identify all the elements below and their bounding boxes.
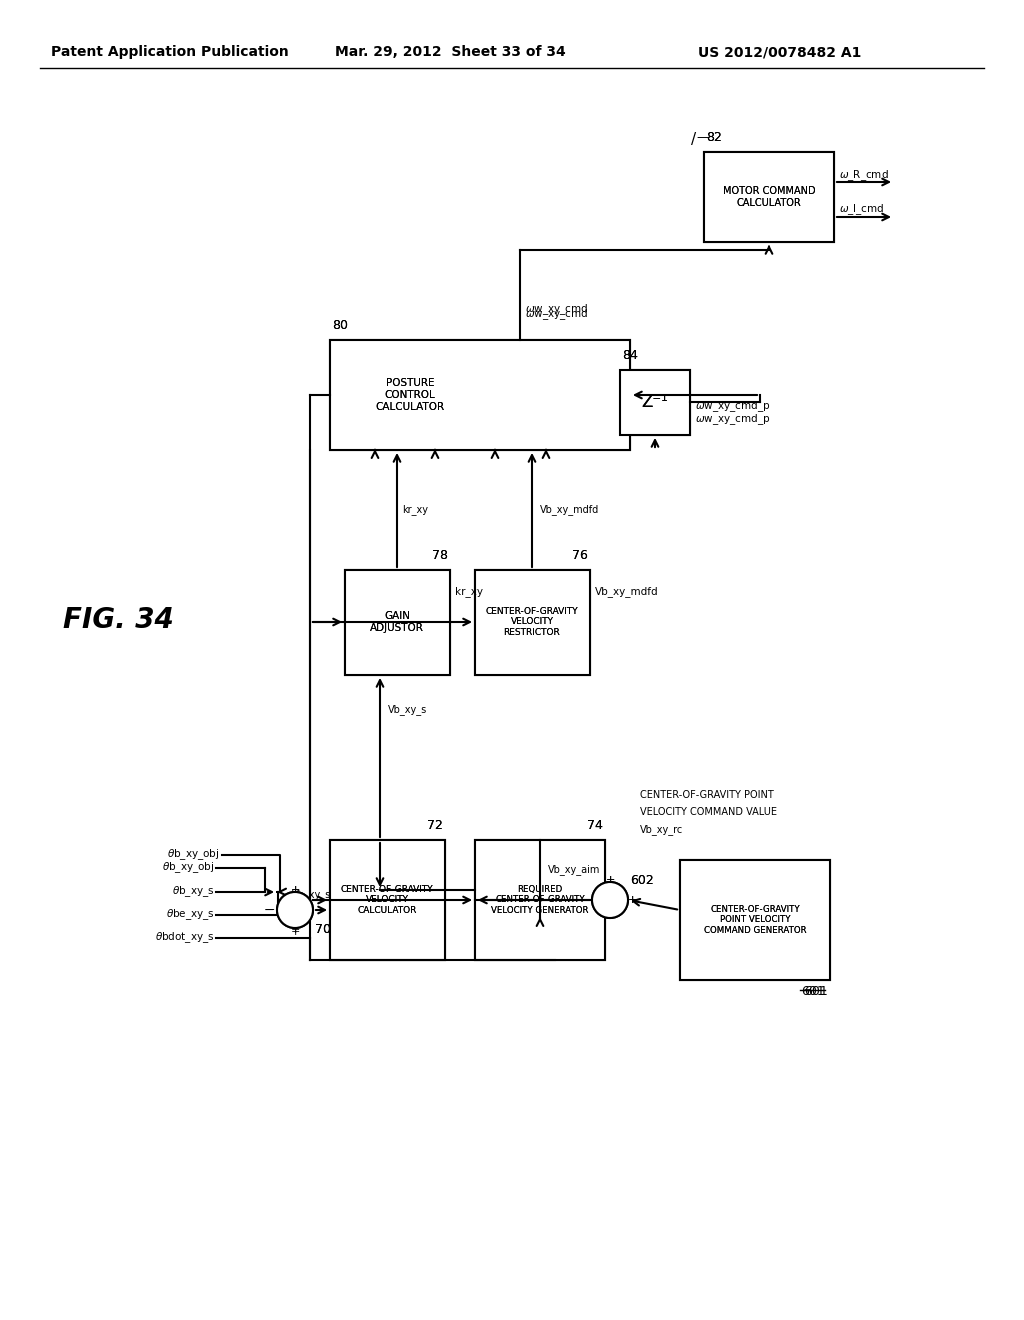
Text: 602: 602 (630, 874, 653, 887)
Bar (475, 570, 590, 675)
Text: /: / (691, 132, 696, 147)
Text: −: − (266, 906, 275, 915)
Bar (330, 840, 445, 960)
Text: REQUIRED
CENTER-OF-GRAVITY
VELOCITY GENERATOR: REQUIRED CENTER-OF-GRAVITY VELOCITY GENE… (492, 886, 589, 915)
Text: +: + (605, 875, 614, 884)
Bar (330, 341, 630, 450)
Text: 76: 76 (572, 549, 588, 562)
Text: 82: 82 (706, 131, 722, 144)
Text: POSTURE
CONTROL
CALCULATOR: POSTURE CONTROL CALCULATOR (376, 379, 444, 412)
Text: +: + (628, 895, 637, 906)
Text: 76: 76 (572, 549, 588, 562)
Bar (475, 570, 590, 675)
Text: kr_xy: kr_xy (455, 586, 483, 598)
Text: $\theta$b_xy_s: $\theta$b_xy_s (172, 884, 215, 899)
Text: 601: 601 (801, 985, 825, 998)
Text: +: + (628, 895, 637, 906)
Text: CENTER-OF-GRAVITY
VELOCITY
CALCULATOR: CENTER-OF-GRAVITY VELOCITY CALCULATOR (341, 886, 433, 915)
Text: 72: 72 (427, 818, 443, 832)
Text: 70: 70 (315, 923, 331, 936)
Text: Vb_xy_mdfd: Vb_xy_mdfd (540, 504, 599, 515)
Text: $\omega$w_xy_cmd: $\omega$w_xy_cmd (525, 308, 589, 322)
Text: 80: 80 (332, 319, 348, 333)
Text: US 2012/0078482 A1: US 2012/0078482 A1 (698, 45, 861, 59)
Text: 84: 84 (622, 348, 638, 362)
Text: CENTER-OF-GRAVITY
POINT VELOCITY
COMMAND GENERATOR: CENTER-OF-GRAVITY POINT VELOCITY COMMAND… (703, 906, 806, 935)
Text: $\omega$w_xy_cmd_p: $\omega$w_xy_cmd_p (695, 400, 770, 414)
Text: CENTER-OF-GRAVITY
VELOCITY
RESTRICTOR: CENTER-OF-GRAVITY VELOCITY RESTRICTOR (485, 607, 579, 636)
Text: CENTER-OF-GRAVITY
POINT VELOCITY
COMMAND GENERATOR: CENTER-OF-GRAVITY POINT VELOCITY COMMAND… (703, 906, 806, 935)
Text: Vb_xy_mdfd: Vb_xy_mdfd (595, 586, 658, 598)
Text: kr_xy: kr_xy (402, 504, 428, 515)
Text: —: — (696, 131, 709, 144)
Text: Patent Application Publication: Patent Application Publication (51, 45, 289, 59)
Text: POSTURE
CONTROL
CALCULATOR: POSTURE CONTROL CALCULATOR (376, 379, 444, 412)
Text: 82: 82 (706, 131, 722, 144)
Text: $\omega$w_xy_cmd: $\omega$w_xy_cmd (525, 302, 589, 317)
Text: $\omega$_l_cmd: $\omega$_l_cmd (839, 202, 885, 218)
Text: −: − (264, 903, 274, 916)
Bar (620, 370, 690, 436)
Text: Vb_xy_s: Vb_xy_s (293, 890, 332, 900)
Text: +: + (291, 927, 300, 937)
Text: $\theta$b_xy_obj: $\theta$b_xy_obj (168, 847, 220, 862)
Text: MOTOR COMMAND
CALCULATOR: MOTOR COMMAND CALCULATOR (723, 186, 815, 207)
Text: $\theta$b_xy_obj: $\theta$b_xy_obj (163, 861, 215, 875)
Bar (330, 840, 445, 960)
Text: CENTER-OF-GRAVITY POINT: CENTER-OF-GRAVITY POINT (640, 789, 774, 800)
Text: Vb_xy_s: Vb_xy_s (388, 705, 427, 715)
Text: Mar. 29, 2012  Sheet 33 of 34: Mar. 29, 2012 Sheet 33 of 34 (335, 45, 565, 59)
Text: GAIN
ADJUSTOR: GAIN ADJUSTOR (370, 611, 424, 632)
Bar (705, 152, 834, 242)
Text: 70: 70 (315, 923, 331, 936)
Text: 84: 84 (622, 348, 638, 362)
Text: +: + (291, 884, 300, 895)
Bar (475, 840, 605, 960)
Text: 601: 601 (804, 985, 828, 998)
Text: 74: 74 (587, 818, 603, 832)
Text: VELOCITY COMMAND VALUE: VELOCITY COMMAND VALUE (640, 807, 777, 817)
Circle shape (278, 892, 313, 928)
Text: CENTER-OF-GRAVITY
VELOCITY
RESTRICTOR: CENTER-OF-GRAVITY VELOCITY RESTRICTOR (485, 607, 579, 636)
Bar (680, 861, 830, 979)
Text: REQUIRED
CENTER-OF-GRAVITY
VELOCITY GENERATOR: REQUIRED CENTER-OF-GRAVITY VELOCITY GENE… (492, 886, 589, 915)
Circle shape (592, 882, 628, 917)
Text: 602: 602 (630, 874, 653, 887)
Text: $\omega$w_xy_cmd_p: $\omega$w_xy_cmd_p (695, 413, 770, 428)
Text: 78: 78 (432, 549, 449, 562)
Text: $\theta$bdot_xy_s: $\theta$bdot_xy_s (156, 931, 215, 945)
Text: Vb_xy_aim: Vb_xy_aim (548, 865, 600, 875)
Text: Z⁻¹: Z⁻¹ (642, 393, 669, 411)
Bar (475, 840, 605, 960)
Text: CENTER-OF-GRAVITY
VELOCITY
CALCULATOR: CENTER-OF-GRAVITY VELOCITY CALCULATOR (341, 886, 433, 915)
Text: +: + (605, 875, 614, 884)
Text: $\omega$_R_cmd: $\omega$_R_cmd (839, 169, 889, 183)
Text: 80: 80 (332, 319, 348, 333)
Text: +: + (291, 925, 300, 935)
Text: +: + (291, 884, 300, 895)
Bar (680, 861, 830, 979)
Text: Z⁻¹: Z⁻¹ (642, 393, 669, 411)
Text: MOTOR COMMAND
CALCULATOR: MOTOR COMMAND CALCULATOR (723, 186, 815, 207)
Text: GAIN
ADJUSTOR: GAIN ADJUSTOR (370, 611, 424, 632)
Text: Vb_xy_rc: Vb_xy_rc (640, 825, 683, 836)
Bar (620, 370, 690, 436)
Bar (345, 570, 450, 675)
Bar (330, 341, 630, 450)
Text: FIG. 34: FIG. 34 (62, 606, 173, 634)
Text: 78: 78 (432, 549, 449, 562)
Circle shape (592, 882, 628, 917)
Text: $\theta$be_xy_s: $\theta$be_xy_s (166, 908, 215, 923)
Text: 72: 72 (427, 818, 443, 832)
Bar (705, 152, 834, 242)
Text: 74: 74 (587, 818, 603, 832)
Circle shape (278, 892, 313, 928)
Bar (345, 570, 450, 675)
